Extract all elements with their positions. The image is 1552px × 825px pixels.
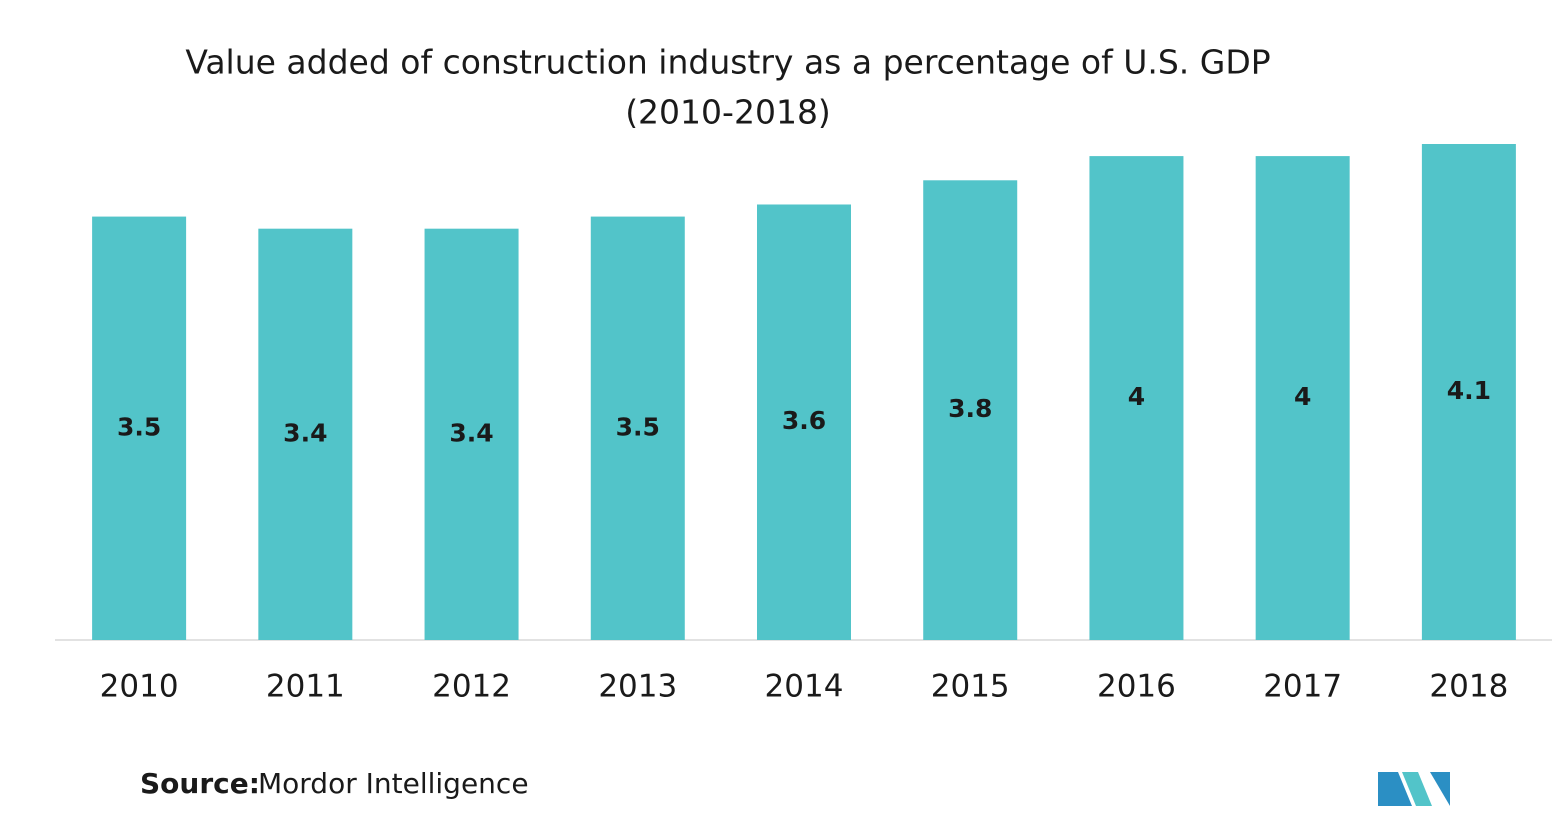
bar: [424, 228, 519, 640]
data-label: 3.4: [283, 418, 327, 447]
data-label: 3.5: [117, 412, 161, 441]
x-tick-label: 2012: [432, 669, 511, 705]
x-tick-label: 2014: [765, 669, 844, 705]
data-label: 3.6: [782, 406, 826, 435]
chart-title: Value added of construction industry as …: [185, 43, 1270, 82]
x-tick-label: 2010: [100, 669, 179, 705]
x-tick-label: 2011: [266, 669, 345, 705]
x-tick-label: 2013: [598, 669, 677, 705]
x-tick-label: 2016: [1097, 669, 1176, 705]
source: Mordor Intelligence: [258, 767, 529, 800]
bar: [1089, 156, 1184, 640]
bar: [258, 228, 353, 640]
data-label: 3.4: [449, 418, 493, 447]
logo: [1378, 772, 1450, 806]
bar: [757, 204, 851, 641]
data-label: 4: [1128, 382, 1145, 411]
data-label: 3.5: [616, 412, 660, 441]
data-label: 4: [1294, 382, 1311, 411]
x-tick-label: 2017: [1263, 669, 1342, 705]
bar: [923, 180, 1018, 641]
x-tick-label: 2015: [931, 669, 1010, 705]
data-label: 3.8: [948, 394, 992, 423]
x-tick-label: 2018: [1429, 669, 1508, 705]
chart-subtitle: (2010-2018): [625, 93, 831, 132]
bar: [1421, 144, 1516, 640]
data-label: 4.1: [1447, 376, 1491, 405]
bar: [1255, 156, 1350, 640]
bar: [92, 216, 187, 640]
source-label: Source:: [140, 767, 260, 800]
bar: [590, 216, 685, 640]
